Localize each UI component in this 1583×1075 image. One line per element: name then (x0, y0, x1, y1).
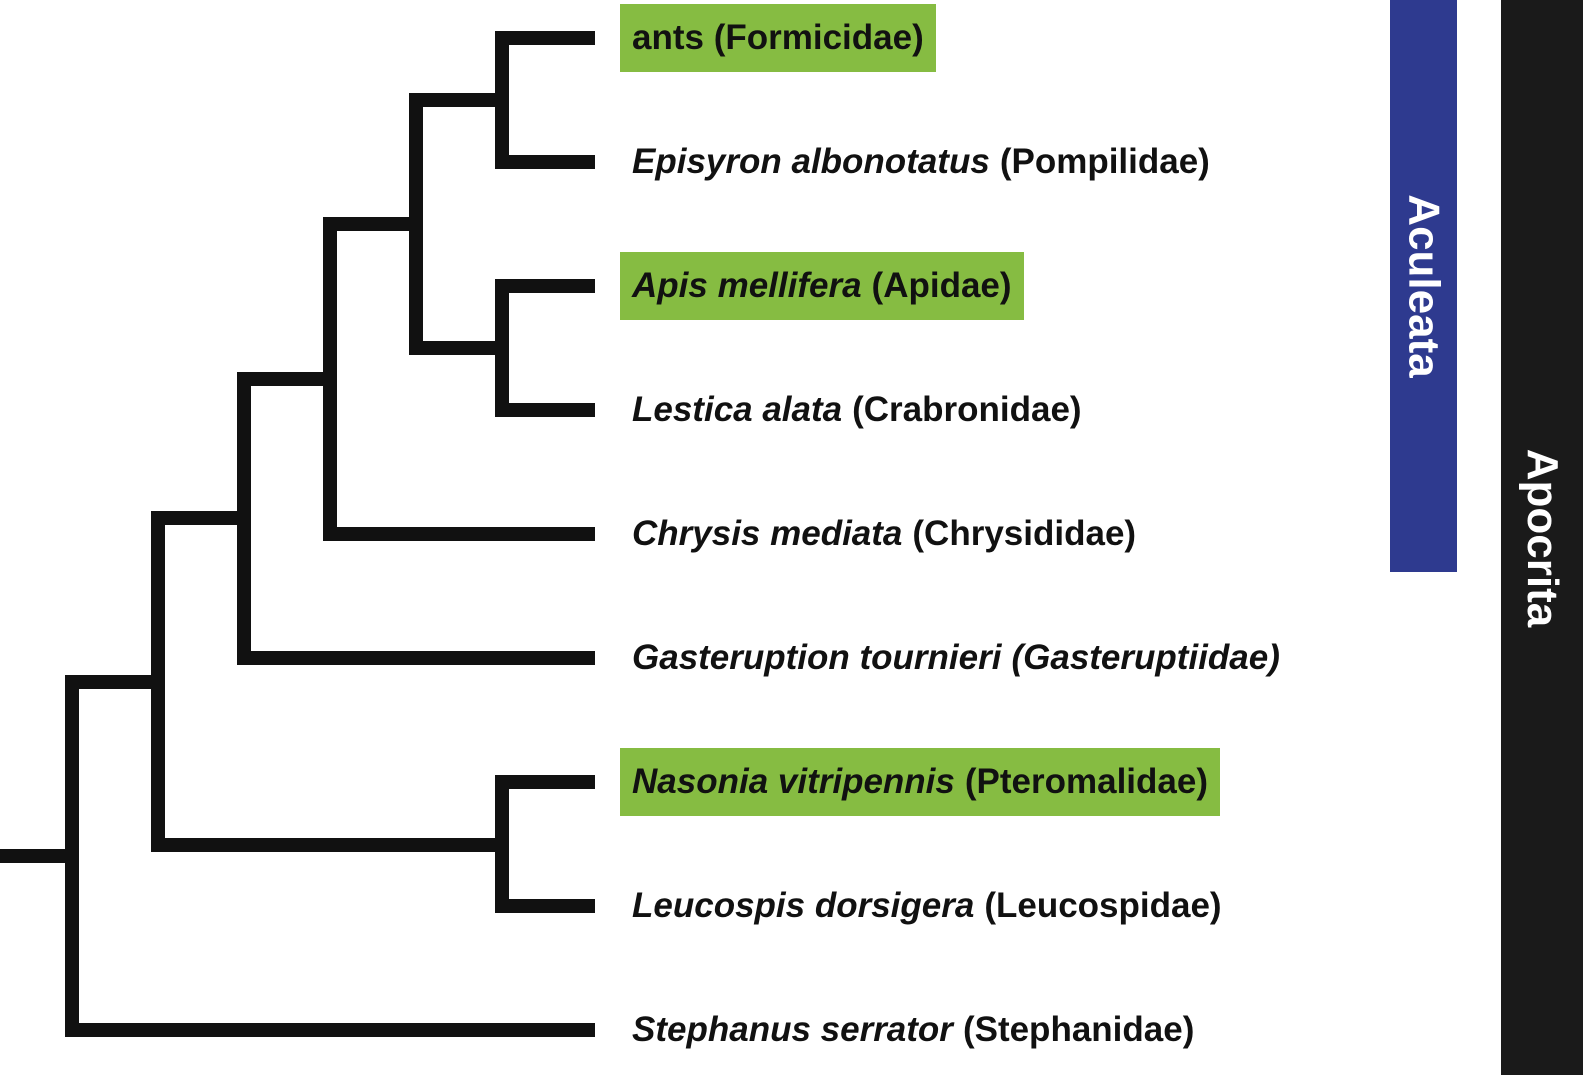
clade-label-apocrita: Apocrita (1518, 448, 1568, 627)
taxon-label-ants: ants (Formicidae) (620, 4, 936, 72)
clade-label-aculeata: Aculeata (1399, 194, 1449, 378)
taxon-label-lestica: Lestica alata (Crabronidae) (632, 390, 1082, 429)
taxon-label-apis: Apis mellifera (Apidae) (620, 252, 1024, 320)
taxon-label-gasteruption: Gasteruption tournieri (Gasteruptiidae) (632, 638, 1280, 677)
clade-bar-apocrita: Apocrita (1501, 0, 1583, 1075)
clade-bar-aculeata: Aculeata (1390, 0, 1457, 572)
taxon-label-stephanus: Stephanus serrator (Stephanidae) (632, 1010, 1195, 1049)
taxon-label-chrysis: Chrysis mediata (Chrysididae) (632, 514, 1137, 553)
taxon-label-leucospis: Leucospis dorsigera (Leucospidae) (632, 886, 1222, 925)
taxon-label-episyron: Episyron albonotatus (Pompilidae) (632, 142, 1210, 181)
tree-branches (0, 31, 595, 1037)
taxon-label-nasonia: Nasonia vitripennis (Pteromalidae) (620, 748, 1220, 816)
